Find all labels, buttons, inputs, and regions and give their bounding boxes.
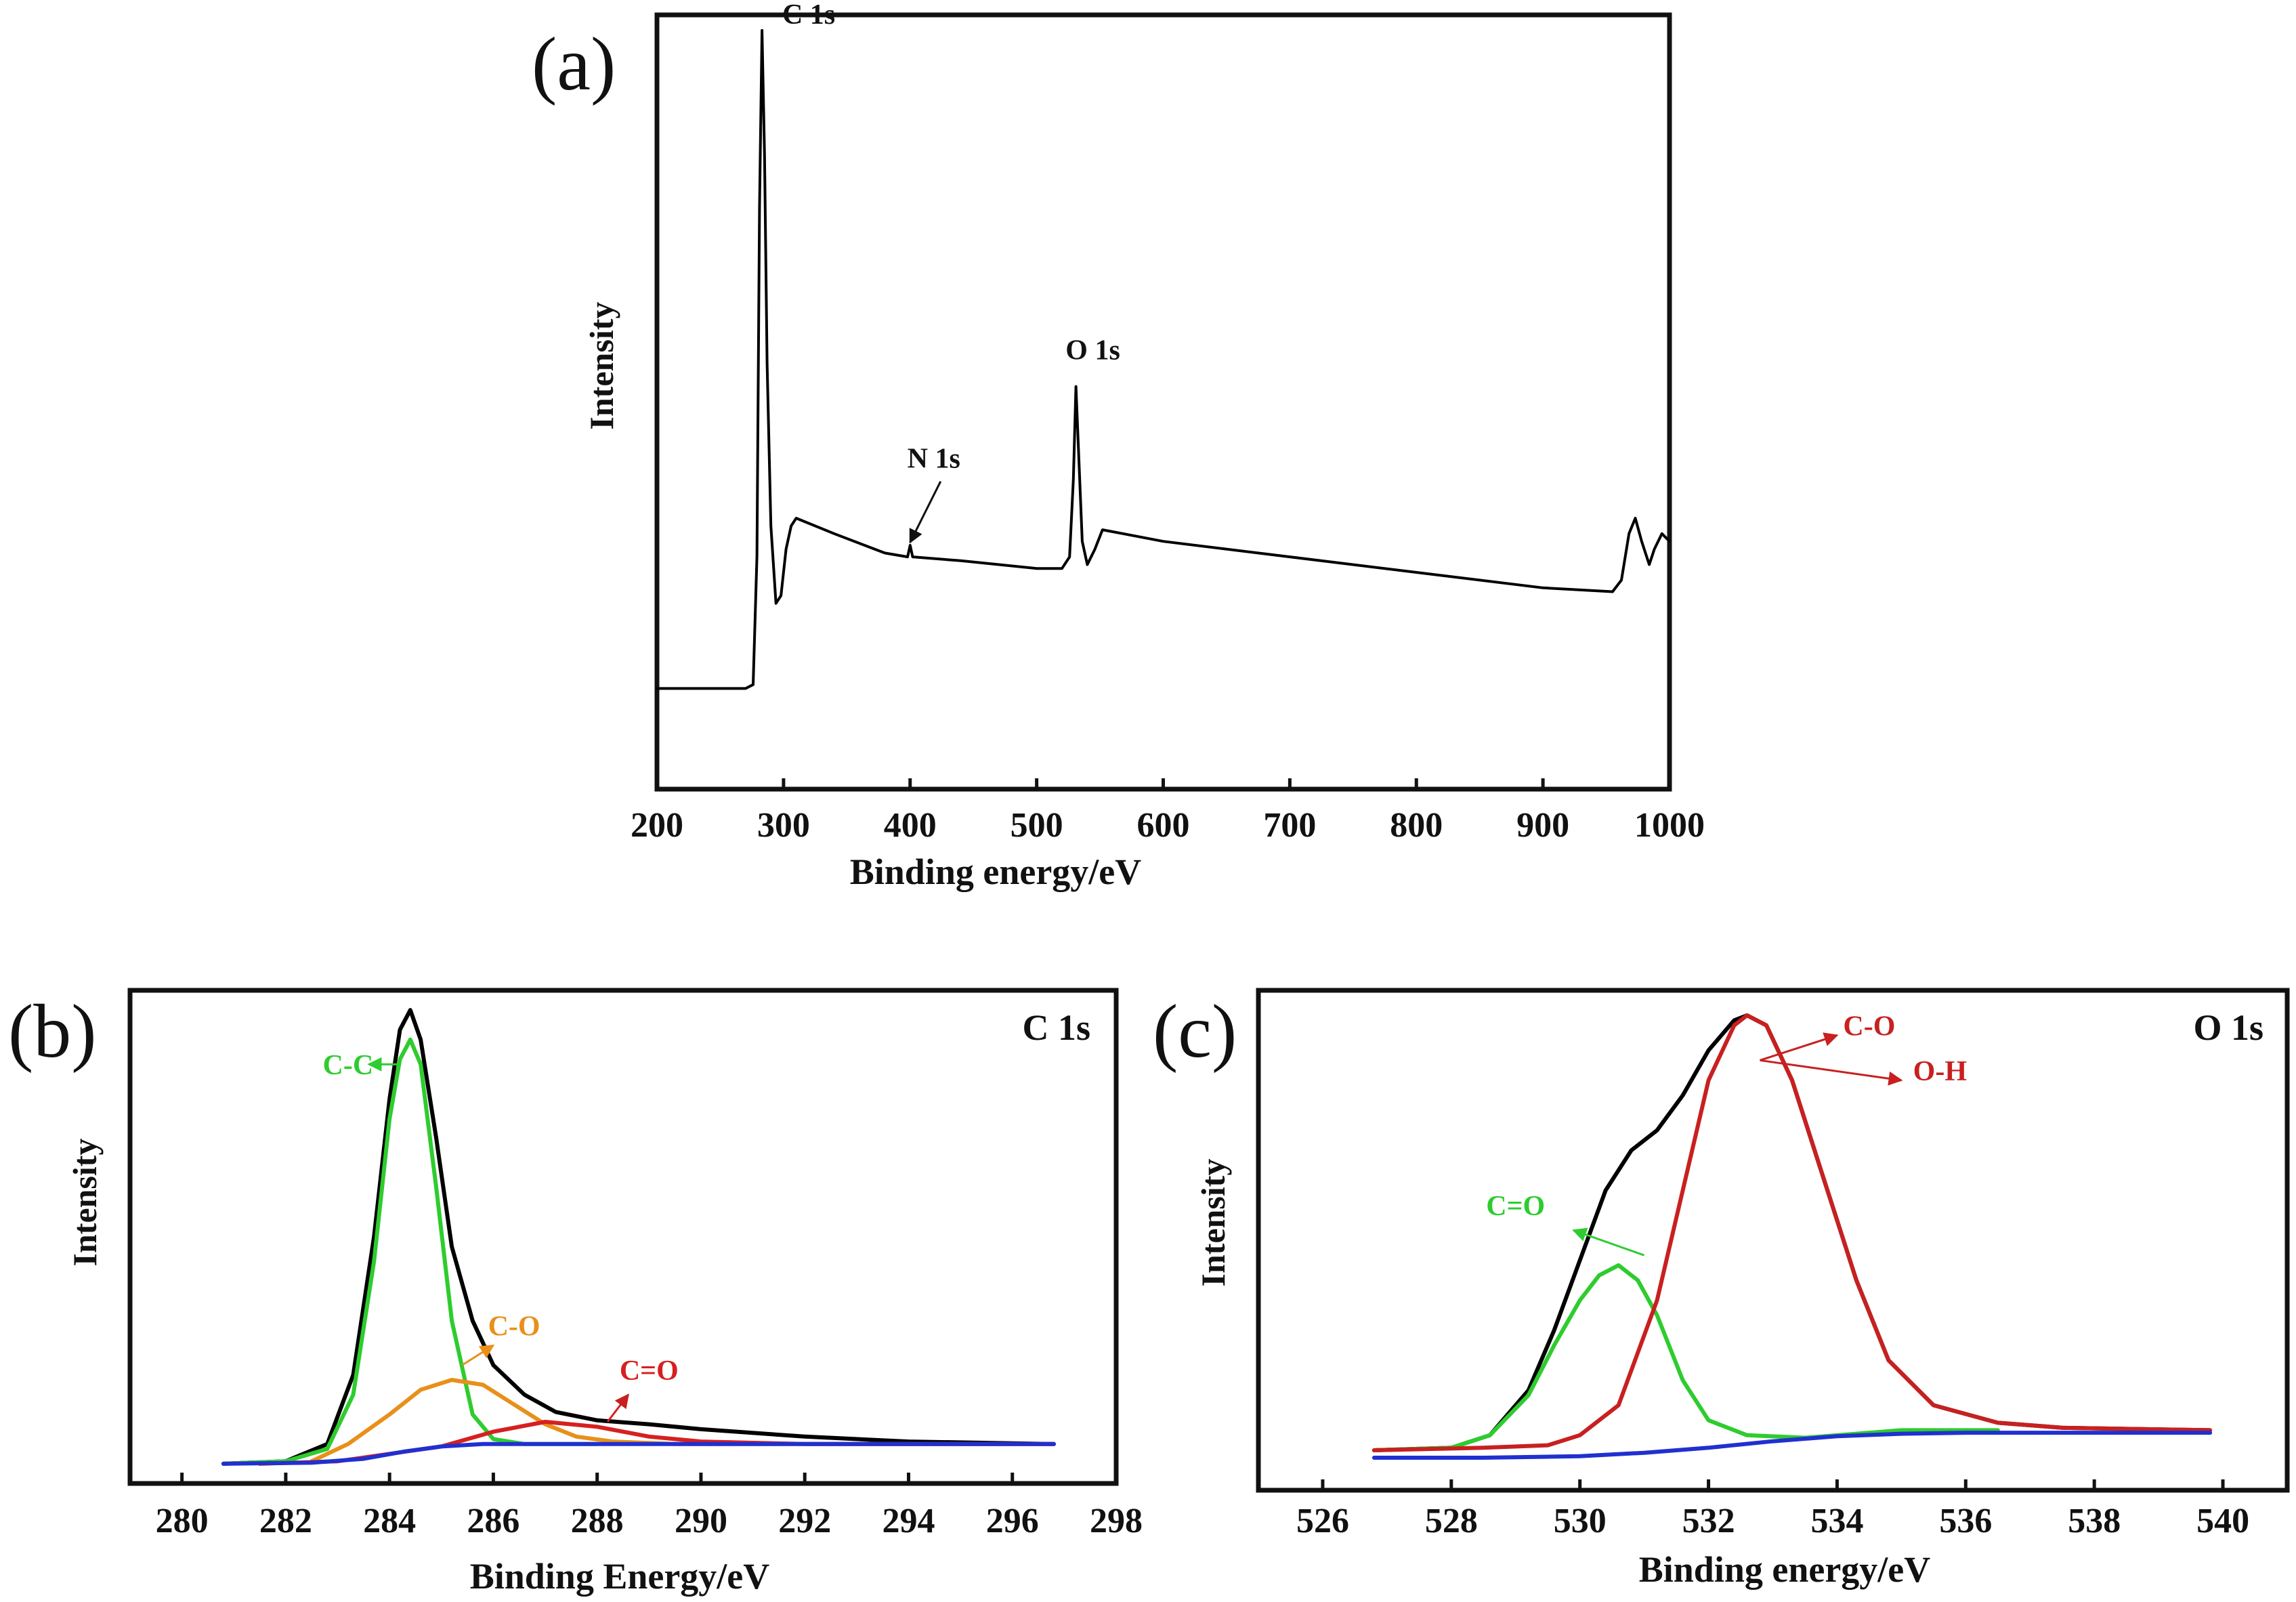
component-label: C-O [1843, 1011, 1895, 1042]
panel-a-letter: (a) [532, 22, 616, 106]
peak-label: N 1s [908, 444, 960, 475]
panel-c-series [1372, 1013, 2213, 1460]
component-arrow [1760, 1032, 1839, 1061]
panel-c-title: O 1s [2193, 1007, 2263, 1048]
panel-a-annotations: C 1s N 1s O 1s [782, 0, 1120, 544]
component-label: O-H [1913, 1056, 1967, 1087]
series-line-background [1372, 1431, 2213, 1460]
peak-arrow [909, 480, 942, 544]
panel-b-title: C 1s [1022, 1007, 1090, 1048]
x-tick-label: 530 [1554, 1502, 1607, 1540]
panel-c-o1s: (c) 526 528 530 532 534 536 538 540 C=O C-O O-H O… [1153, 988, 2290, 1590]
panel-a-y-axis-title: Intensity [582, 302, 620, 430]
x-tick-label: 298 [1090, 1502, 1143, 1540]
x-tick-label: 282 [259, 1502, 312, 1540]
panel-a-x-axis-title: Binding energy/eV [850, 851, 1142, 892]
component-label: C-O [488, 1311, 540, 1343]
x-tick-label: 294 [882, 1502, 935, 1540]
panel-a-survey: (a) 200 300 400 500 600 700 800 900 1000 C 1s N 1… [532, 0, 1705, 892]
component-arrow [1760, 1059, 1903, 1086]
panel-a-frame [654, 12, 1672, 792]
panel-c-x-axis-title: Binding energy/eV [1639, 1549, 1931, 1590]
panel-b-series [221, 1008, 1056, 1466]
panel-c-frame [1256, 988, 2290, 1493]
series-line-c-o [1372, 1263, 2000, 1452]
x-tick-label: 532 [1682, 1502, 1735, 1540]
panel-a-series [656, 28, 1671, 690]
x-tick-label: 528 [1425, 1502, 1478, 1540]
x-tick-label: 300 [757, 806, 810, 845]
x-tick-label: 1000 [1634, 806, 1705, 845]
x-tick-label: 286 [467, 1502, 519, 1540]
series-line-survey [656, 28, 1671, 690]
component-arrow [461, 1344, 495, 1366]
panel-c-letter: (c) [1153, 990, 1237, 1074]
x-tick-label: 900 [1516, 806, 1569, 845]
series-line-c-c [221, 1037, 599, 1466]
x-tick-label: 600 [1137, 806, 1190, 845]
x-tick-label: 800 [1390, 806, 1443, 845]
panel-c-annotations: C=O C-O O-H [1486, 1011, 1967, 1257]
x-tick-label: 540 [2196, 1502, 2249, 1540]
x-tick-label: 284 [363, 1502, 416, 1540]
series-line-background [221, 1441, 1056, 1466]
peak-label: O 1s [1065, 335, 1120, 366]
panel-a-x-ticks: 200 300 400 500 600 700 800 900 1000 [631, 778, 1705, 845]
panel-c-x-ticks: 526 528 530 532 534 536 538 540 [1296, 1479, 2249, 1540]
panel-b-plot-area [127, 988, 1119, 1486]
panel-b-frame [127, 988, 1119, 1486]
x-tick-label: 536 [1939, 1502, 1992, 1540]
peak-label: C 1s [782, 0, 835, 30]
panel-b-y-axis-title: Intensity [66, 1139, 104, 1267]
component-arrow [606, 1393, 629, 1422]
x-tick-label: 526 [1296, 1502, 1349, 1540]
panel-b-letter: (b) [8, 990, 97, 1074]
x-tick-label: 288 [571, 1502, 624, 1540]
x-tick-label: 700 [1263, 806, 1316, 845]
x-tick-label: 296 [986, 1502, 1039, 1540]
x-tick-label: 290 [675, 1502, 727, 1540]
x-tick-label: 538 [2068, 1502, 2121, 1540]
panel-b-annotations: C-C C-O C=O [323, 1050, 679, 1422]
panel-b-x-ticks: 280 282 284 286 288 290 292 294 296 298 [156, 1473, 1143, 1540]
panel-b-x-axis-title: Binding Energy/eV [470, 1556, 770, 1597]
component-label: C-C [323, 1050, 374, 1081]
panel-b-c1s: (b) 280 282 284 286 288 290 292 294 296 298 C-CC-… [8, 988, 1143, 1597]
panel-c-plot-area [1256, 988, 2290, 1493]
component-label: C=O [1486, 1191, 1545, 1222]
x-tick-label: 292 [778, 1502, 831, 1540]
series-line-c-o-o-h [1372, 1013, 2213, 1452]
x-tick-label: 280 [156, 1502, 209, 1540]
x-tick-label: 400 [884, 806, 937, 845]
series-line-fitted-envelope [221, 1008, 1056, 1466]
x-tick-label: 500 [1011, 806, 1063, 845]
component-label: C=O [620, 1355, 679, 1387]
component-arrow [1572, 1227, 1645, 1257]
x-tick-label: 534 [1810, 1502, 1863, 1540]
x-tick-label: 200 [631, 806, 683, 845]
panel-c-y-axis-title: Intensity [1194, 1159, 1232, 1287]
panel-a-plot-area [654, 12, 1672, 792]
